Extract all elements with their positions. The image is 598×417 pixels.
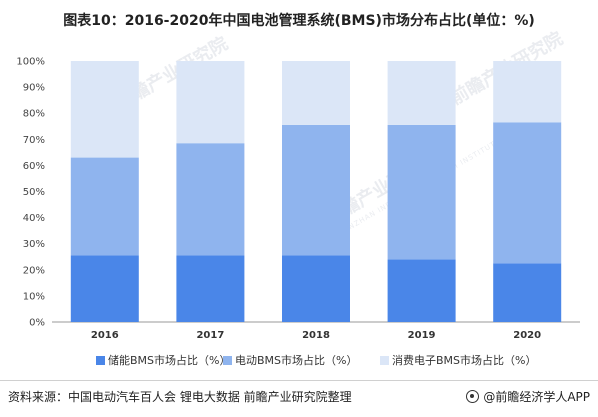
bar-segment [176,255,245,322]
x-tick-label: 2019 [408,330,436,341]
bar-segment [493,61,562,123]
axes: 0% 10% 20% 30% 40% 50% 60% 70% 80% 90% 100% [16,57,580,329]
legend: 储能BMS市场占比（%） 电动BMS市场占比（%） 消费电子BMS市场占比（%） [96,353,536,367]
legend-label: 消费电子BMS市场占比（%） [392,353,536,367]
bar-segment [387,124,456,260]
bar-segment [387,259,456,322]
legend-swatch [96,356,105,365]
source-note: 资料来源：中国电动汽车百人会 锂电大数据 前瞻产业研究院整理 [8,390,352,404]
y-tick-label: 10% [23,291,45,302]
bar-segment [282,255,350,322]
bar-segment [387,61,456,125]
y-tick-label: 80% [23,109,45,120]
bar-segment [70,61,139,158]
y-tick-label: 90% [23,83,45,94]
bar-segment [282,124,350,256]
chart-title: 图表10：2016-2020年中国电池管理系统(BMS)市场分布占比(单位：%) [63,13,535,29]
y-tick-label: 0% [29,318,45,329]
x-tick-label: 2018 [302,330,330,341]
x-tick-label: 2017 [196,330,224,341]
x-tick-label: 2016 [91,330,119,341]
bar-segment [493,122,562,264]
bar-segment [493,263,562,322]
brand-label: @前瞻经济学人APP [483,390,590,404]
legend-label: 储能BMS市场占比（%） [108,353,230,367]
y-tick-label: 50% [23,187,45,198]
legend-swatch [380,356,389,365]
x-tick-label: 2020 [513,330,541,341]
brand-credit[interactable]: @前瞻经济学人APP [466,388,590,405]
bar-segment [70,157,139,256]
y-tick-label: 30% [23,239,45,250]
bar-segment [176,143,245,256]
bar-segment [176,61,245,144]
bars: 2016 2017 2018 2019 2020 [70,61,562,341]
legend-swatch [223,356,232,365]
y-tick-label: 20% [23,265,45,276]
y-tick-label: 70% [23,135,45,146]
brand-logo-icon [466,390,480,403]
y-tick-label: 40% [23,213,45,224]
legend-label: 电动BMS市场占比（%） [235,353,357,367]
y-tick-label: 60% [23,161,45,172]
y-tick-label: 100% [16,57,45,68]
bar-segment [70,255,139,322]
footer-divider [0,380,598,381]
bar-segment [282,61,350,125]
